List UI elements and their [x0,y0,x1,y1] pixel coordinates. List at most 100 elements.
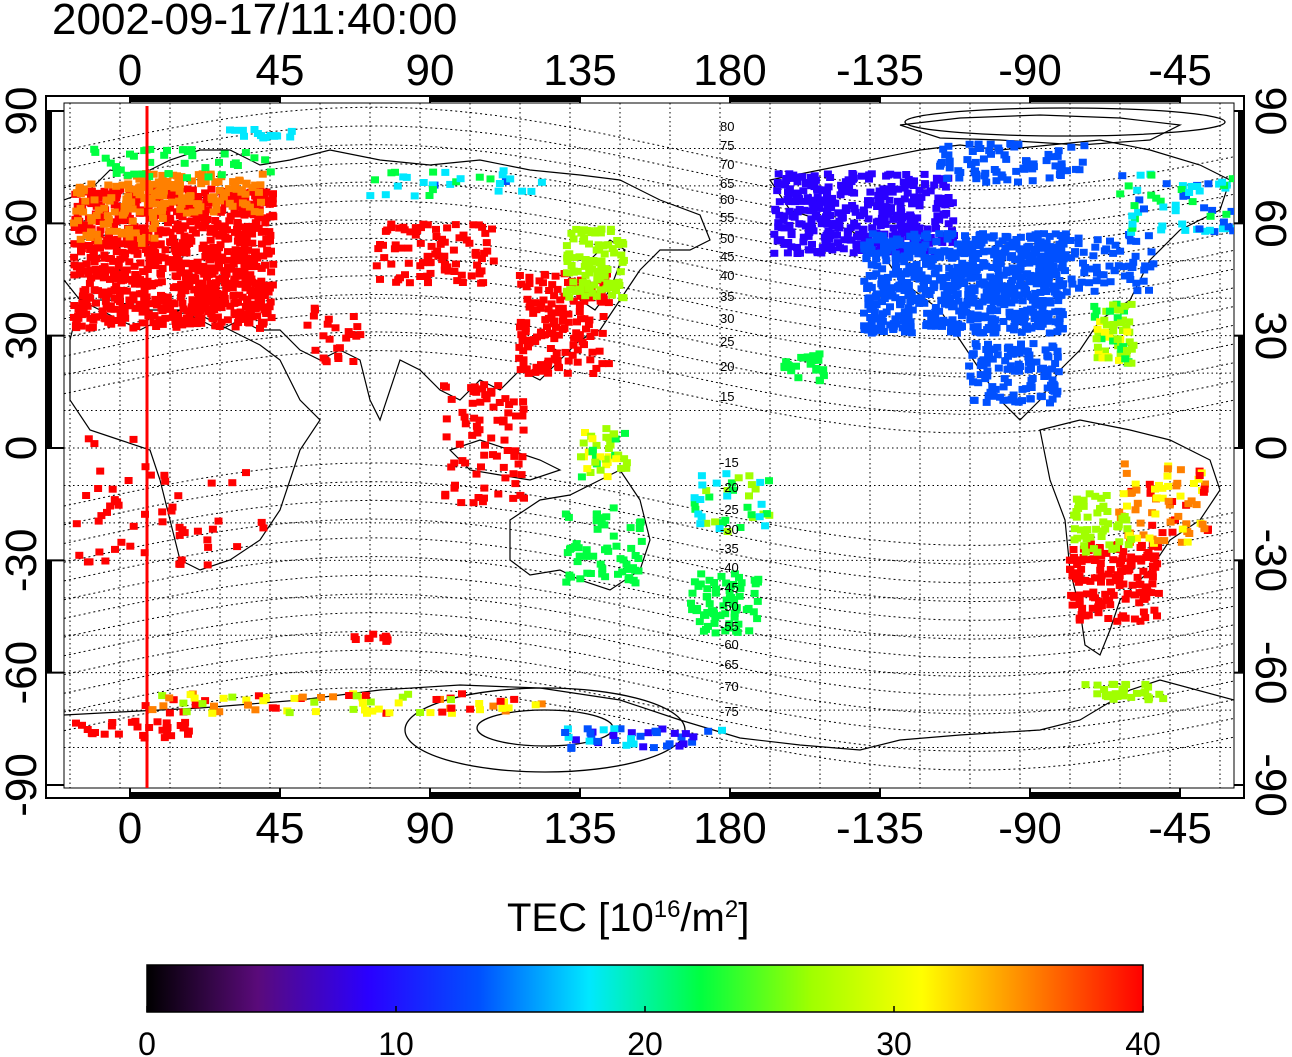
tec-cell [152,323,161,330]
tec-cell [895,255,904,263]
tec-cell [153,207,162,215]
tec-cell [1151,485,1159,493]
tec-cell [850,205,859,213]
tec-cell [697,472,706,480]
tec-cell [761,522,770,530]
tec-cell [699,627,708,635]
tec-cell [996,299,1005,307]
tec-cell [165,694,174,702]
tec-cell [267,268,276,276]
tec-cell [1127,553,1136,561]
tec-cell [129,152,138,160]
map-frame-inner [63,102,1235,789]
tec-cell [428,186,437,194]
tec-cell [226,126,234,134]
tec-cell [554,363,563,371]
frame-band-top [730,96,880,102]
tec-cell [183,274,192,282]
tec-cell [958,241,967,249]
tec-cell [1065,556,1074,564]
tec-cell [711,629,720,637]
tec-cell [580,315,589,323]
tec-cell [130,170,139,178]
tec-cell [1127,300,1136,308]
tec-cell [150,234,159,242]
tec-cell [615,281,624,289]
tec-cell [334,352,343,360]
tec-cell [1028,177,1037,185]
tec-cell [222,284,231,292]
tec-cell [973,299,982,307]
tec-cell [586,469,595,476]
tec-cell [931,269,940,277]
tec-cell [927,322,936,330]
tec-cell [240,200,249,208]
tec-cell [1115,538,1124,546]
tec-cell [1125,271,1134,279]
tec-cell [658,725,667,733]
tec-cell [562,578,571,586]
tec-cell [592,364,601,372]
tec-cell [1154,537,1163,545]
colorbar-title-mid: /m [680,896,725,940]
tec-cell [112,169,121,177]
tec-cell [531,338,540,345]
tec-cell [921,274,930,282]
tec-cell [765,477,773,485]
tec-cell [569,235,578,243]
tec-cell [982,346,991,353]
tec-cell [840,236,849,244]
tec-cell [501,395,510,403]
tec-cell [719,519,727,527]
tec-cell [1030,247,1039,255]
tec-cell [347,331,356,338]
lat-label-left: 60 [0,199,46,248]
tec-cell [251,706,260,714]
tec-cell [736,524,745,531]
tec-cell [991,284,1000,292]
tec-cell [984,233,993,241]
tec-cell [1115,356,1123,364]
tec-cell [610,430,619,438]
lon-label-bottom: 135 [543,804,616,853]
tec-cell [614,451,623,459]
tec-cell [900,195,909,203]
tec-cell [900,308,909,316]
tec-cell [1100,316,1109,324]
tec-cell [358,699,367,707]
tec-cell [589,370,598,377]
tec-cell [546,329,554,337]
tec-cell [1006,243,1014,251]
tec-cell [78,292,87,300]
tec-cell [1208,206,1217,214]
tec-cell [1046,399,1054,407]
tec-cell [94,237,103,245]
tec-cell [188,259,197,267]
tec-cell [136,276,144,284]
tec-cell [1072,495,1081,503]
tec-cell [575,552,584,560]
frame-band-left [46,560,52,673]
tec-cell [1194,475,1203,483]
tec-cell [254,224,263,232]
tec-cell [938,238,947,246]
tec-cell [1104,570,1113,578]
tec-cell [106,266,115,274]
tec-cell [966,310,975,318]
tec-cell [932,224,940,232]
tec-cell [612,455,621,463]
tec-cell [750,589,759,597]
tec-cell [151,200,159,208]
tec-cell [858,172,866,180]
tec-cell [810,183,819,191]
tec-cell [395,224,404,232]
tec-cell [1070,553,1078,561]
tec-cell [1115,306,1124,314]
tec-cell [252,304,261,312]
tec-cell [1038,306,1047,314]
tec-cell [835,224,844,232]
tec-cell [753,597,762,605]
tec-cell [1097,494,1106,502]
tec-cell [550,317,559,325]
tec-cell [447,704,456,712]
